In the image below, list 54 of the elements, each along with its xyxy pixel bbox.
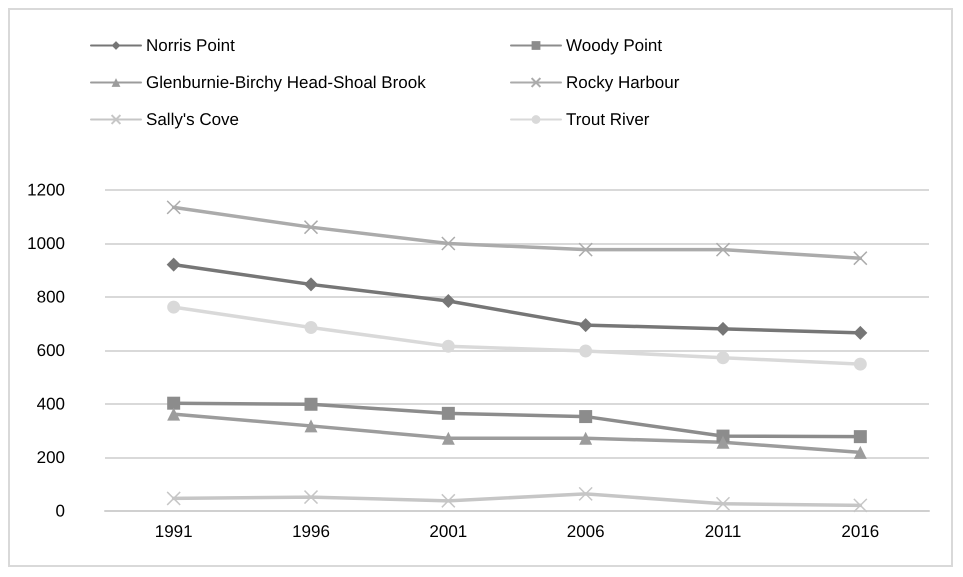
point: [442, 432, 455, 445]
point: [854, 446, 867, 459]
point: [716, 436, 730, 449]
point: [854, 430, 867, 444]
point: [442, 406, 455, 420]
point: [578, 242, 593, 257]
point: [304, 419, 318, 432]
x-tick-label: 1996: [292, 522, 330, 541]
point: [578, 318, 593, 332]
x-tick-label: 1991: [154, 522, 193, 541]
x-tick-label: 2006: [566, 522, 605, 541]
y-tick-label: 600: [36, 341, 65, 360]
y-tick-label: 400: [36, 394, 65, 414]
point: [304, 321, 318, 334]
point: [441, 494, 456, 508]
point: [167, 396, 180, 410]
point: [304, 490, 318, 504]
point: [167, 300, 180, 314]
point: [854, 358, 867, 371]
legend-label: Trout River: [566, 110, 650, 129]
point: [579, 432, 592, 445]
point: [166, 258, 181, 272]
point: [579, 410, 592, 424]
y-tick-label: 1000: [27, 234, 65, 253]
point: [304, 277, 318, 292]
legend-label: Glenburnie-Birchy Head-Shoal Brook: [146, 73, 426, 92]
point: [716, 322, 730, 336]
point: [442, 340, 455, 353]
point: [853, 326, 868, 340]
x-tick-label: 2011: [704, 522, 742, 541]
x-tick-label: 2016: [841, 522, 880, 541]
x-tick-label: 2001: [429, 522, 468, 541]
y-tick-label: 1200: [27, 180, 65, 200]
point: [304, 398, 318, 411]
point: [716, 242, 730, 257]
point: [578, 486, 593, 502]
point: [441, 236, 456, 251]
legend-label: Norris Point: [146, 36, 236, 55]
point: [166, 491, 181, 506]
point: [441, 294, 456, 308]
point: [716, 496, 730, 512]
y-tick-label: 800: [36, 288, 65, 306]
point: [853, 250, 868, 266]
legend-label: Rocky Harbour: [566, 73, 680, 92]
point: [304, 220, 318, 234]
point: [853, 498, 868, 513]
y-tick-label: 0: [56, 502, 65, 520]
point: [166, 200, 181, 215]
y-tick-label: 200: [36, 448, 65, 467]
point: [716, 351, 730, 364]
point: [167, 408, 180, 421]
legend-label: Sally's Cove: [146, 110, 240, 129]
legend-label: Woody Point: [566, 36, 662, 55]
point: [579, 344, 592, 358]
